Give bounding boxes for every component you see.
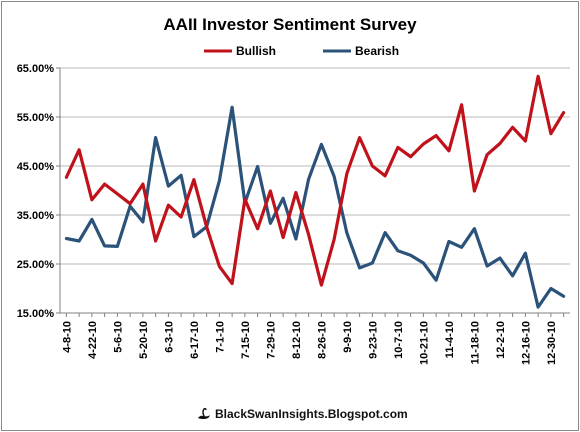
x-tick-label: 7-29-10 xyxy=(265,321,277,359)
x-tick-label: 12-16-10 xyxy=(520,321,532,365)
x-tick-label: 11-18-10 xyxy=(469,321,481,364)
y-tick-label: 25.00% xyxy=(17,259,55,271)
watermark-text: BlackSwanInsights.Blogspot.com xyxy=(215,407,408,421)
x-tick-label: 7-1-10 xyxy=(214,321,226,353)
plot-area: 15.00% 25.00% 35.00% 45.00% 55.00% 65.00% 4-8-… xyxy=(17,63,570,365)
x-tick-label: 4-8-10 xyxy=(61,321,73,353)
legend: Bullish Bearish xyxy=(204,44,399,58)
y-tick-label: 35.00% xyxy=(17,210,55,222)
x-tick-label: 6-17-10 xyxy=(189,321,201,359)
y-tick-label: 65.00% xyxy=(17,63,55,75)
y-tick-label: 45.00% xyxy=(17,161,55,173)
chart-title: AAII Investor Sentiment Survey xyxy=(163,15,417,34)
x-tick-label: 8-12-10 xyxy=(291,321,303,359)
x-tick-label: 9-23-10 xyxy=(367,321,379,359)
y-tick-label: 15.00% xyxy=(17,308,55,320)
x-tick-label: 10-21-10 xyxy=(418,321,430,365)
x-tick-label: 7-15-10 xyxy=(240,321,252,359)
x-tick-label: 9-9-10 xyxy=(342,321,354,353)
x-tick-label: 6-3-10 xyxy=(163,321,175,353)
x-tick-label: 4-22-10 xyxy=(87,321,99,359)
y-tick-label: 55.00% xyxy=(17,112,55,124)
x-tick-label: 12-30-10 xyxy=(546,321,558,365)
plot-background xyxy=(60,68,570,313)
series-line-bearish xyxy=(64,105,566,309)
x-tick-label: 12-2-10 xyxy=(495,321,507,359)
swan-logo-icon xyxy=(198,407,210,419)
watermark: BlackSwanInsights.Blogspot.com xyxy=(196,407,408,421)
legend-label-bearish: Bearish xyxy=(355,44,399,58)
x-tick-label: 5-20-10 xyxy=(138,321,150,359)
legend-label-bullish: Bullish xyxy=(236,44,276,58)
series-line-bullish xyxy=(64,74,566,287)
x-tick-label: 5-6-10 xyxy=(112,321,124,353)
x-tick-label: 11-4-10 xyxy=(444,321,456,358)
x-tick-label: 8-26-10 xyxy=(316,321,328,359)
x-tick-label: 10-7-10 xyxy=(393,321,405,359)
